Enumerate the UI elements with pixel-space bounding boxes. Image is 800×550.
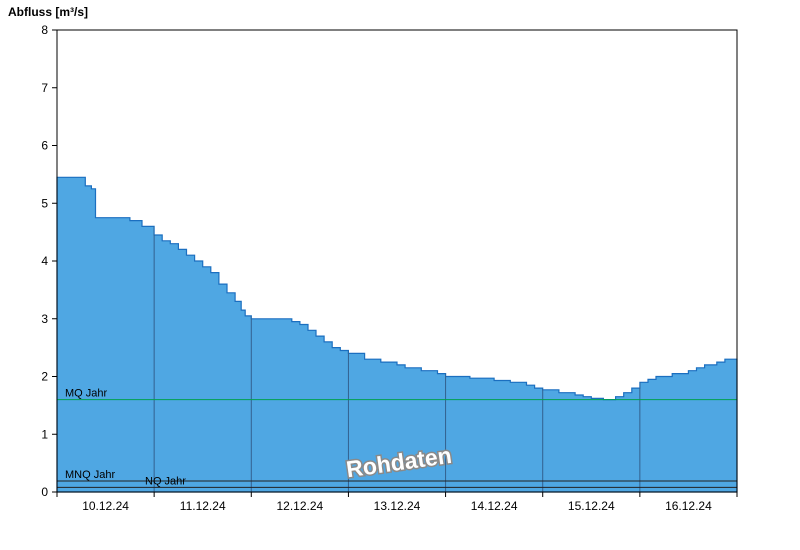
x-tick-label: 10.12.24 <box>82 499 129 513</box>
x-tick-label: 13.12.24 <box>374 499 421 513</box>
y-tick-label: 4 <box>41 254 48 268</box>
y-tick-label: 6 <box>41 139 48 153</box>
x-tick-label: 16.12.24 <box>665 499 712 513</box>
y-tick-label: 0 <box>41 485 48 499</box>
mnq-jahr-label: MNQ Jahr <box>65 469 115 481</box>
y-tick-label: 5 <box>41 196 48 210</box>
y-axis-title: Abfluss [m³/s] <box>8 5 89 19</box>
y-tick-label: 8 <box>41 23 48 37</box>
x-tick-label: 11.12.24 <box>180 499 226 513</box>
y-tick-label: 7 <box>41 81 48 95</box>
y-tick-label: 2 <box>41 370 48 384</box>
mq-jahr-label: MQ Jahr <box>65 388 108 400</box>
y-tick-label: 1 <box>41 427 48 441</box>
y-tick-label: 3 <box>41 312 48 326</box>
nq-jahr-label: NQ Jahr <box>145 475 186 487</box>
discharge-area-series <box>56 176 738 493</box>
x-tick-label: 14.12.24 <box>471 499 518 513</box>
x-tick-label: 15.12.24 <box>568 499 615 513</box>
x-tick-label: 12.12.24 <box>276 499 323 513</box>
